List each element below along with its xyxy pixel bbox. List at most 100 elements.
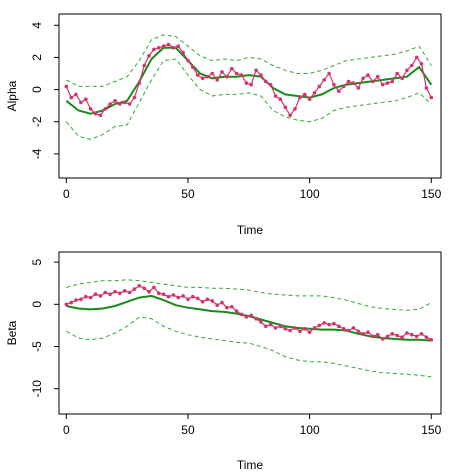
alpha-y-axis-label: Alpha xyxy=(5,80,19,111)
alpha-observed-point xyxy=(298,95,302,100)
beta-observed-point xyxy=(390,332,395,336)
beta-observed-point xyxy=(264,324,268,329)
beta-observed-point xyxy=(98,294,103,298)
alpha-observed-point xyxy=(118,102,122,106)
beta-y-tick-label: 5 xyxy=(30,258,44,265)
alpha-observed-point xyxy=(137,81,142,85)
beta-observed-point xyxy=(74,298,78,302)
alpha-observed-point xyxy=(283,105,288,110)
beta-x-tick-label: 100 xyxy=(300,423,320,437)
beta-x-axis-label: Time xyxy=(237,458,264,472)
alpha-observed-point xyxy=(307,97,312,101)
alpha-observed-point xyxy=(113,99,117,103)
alpha-observed-point xyxy=(327,71,331,76)
alpha-observed-point xyxy=(210,71,215,76)
alpha-observed-point xyxy=(375,74,380,79)
beta-observed-point xyxy=(118,291,122,296)
beta-observed-point xyxy=(298,329,302,334)
beta-observed-point xyxy=(215,303,219,308)
alpha-observed-point xyxy=(332,82,336,87)
alpha-x-tick-label: 0 xyxy=(63,187,70,201)
beta-observed-point xyxy=(293,326,297,330)
alpha-observed-point xyxy=(64,84,69,89)
beta-observed-point xyxy=(186,297,190,302)
beta-y-tick-label: 0 xyxy=(30,301,44,308)
alpha-y-tick-label: -2 xyxy=(30,116,44,127)
alpha-observed-point xyxy=(337,89,341,93)
beta-observed-point xyxy=(79,297,83,302)
beta-observed-point xyxy=(103,290,107,295)
beta-observed-point xyxy=(176,295,180,300)
beta-observed-point xyxy=(210,299,215,303)
alpha-observed-point xyxy=(234,71,239,76)
alpha-observed-point xyxy=(429,95,434,100)
beta-observed-point xyxy=(157,291,161,296)
beta-observed-point xyxy=(346,328,351,333)
alpha-observed-point xyxy=(108,102,112,106)
beta-observed-point xyxy=(337,324,341,329)
alpha-observed-point xyxy=(142,63,146,68)
beta-observed-point xyxy=(195,296,200,301)
alpha-x-axis: 0 50 100 150 xyxy=(63,178,442,201)
alpha-observed-point xyxy=(424,86,429,90)
alpha-observed-point xyxy=(161,44,166,48)
beta-observed-point xyxy=(152,285,156,290)
alpha-y-tick-label: 2 xyxy=(30,54,44,61)
beta-observed-layer xyxy=(64,284,434,342)
beta-observed-point xyxy=(142,286,146,291)
beta-observed-point xyxy=(191,294,195,299)
beta-observed-point xyxy=(113,289,117,294)
beta-observed-point xyxy=(200,300,205,304)
alpha-observed-point xyxy=(74,92,78,97)
alpha-observed-point xyxy=(191,65,195,69)
beta-observed-point xyxy=(410,332,414,337)
alpha-observed-point xyxy=(259,73,263,77)
beta-x-tick-label: 150 xyxy=(421,423,441,437)
beta-observed-point xyxy=(341,327,346,331)
alpha-x-tick-label: 100 xyxy=(300,187,320,201)
alpha-observed-point xyxy=(205,74,210,79)
alpha-observed-point xyxy=(288,113,292,118)
alpha-observed-point xyxy=(79,100,83,105)
beta-observed-point xyxy=(429,338,434,342)
beta-observed-point xyxy=(371,334,375,339)
alpha-observed-point xyxy=(371,79,375,84)
beta-observed-point xyxy=(132,287,137,291)
alpha-observed-point xyxy=(322,78,327,82)
alpha-observed-point xyxy=(273,94,278,98)
beta-observed-point xyxy=(302,327,307,331)
alpha-observed-point xyxy=(230,66,234,71)
alpha-observed-point xyxy=(88,107,93,111)
alpha-observed-line xyxy=(65,43,432,117)
beta-observed-point xyxy=(278,324,283,329)
alpha-observed-point xyxy=(103,107,107,111)
alpha-panel: 0 50 100 150 -4 -2 0 2 4 Time Alpha xyxy=(5,13,442,237)
beta-observed-point xyxy=(93,292,98,297)
beta-observed-point xyxy=(414,334,419,339)
alpha-observed-point xyxy=(361,76,365,81)
alpha-observed-point xyxy=(302,92,307,97)
alpha-observed-point xyxy=(127,102,132,106)
alpha-observed-point xyxy=(268,82,273,87)
alpha-observed-point xyxy=(239,73,244,77)
beta-y-axis: -10 -5 0 5 xyxy=(30,258,59,397)
beta-observed-point xyxy=(273,326,278,330)
beta-observed-point xyxy=(259,320,263,324)
beta-observed-point xyxy=(171,293,176,297)
beta-observed-line xyxy=(66,285,432,341)
alpha-observed-point xyxy=(385,81,390,85)
beta-observed-point xyxy=(161,292,166,297)
alpha-observed-point xyxy=(346,79,351,84)
alpha-observed-point xyxy=(122,100,127,105)
alpha-observed-point xyxy=(152,47,156,52)
alpha-smooth-layer xyxy=(65,46,433,115)
alpha-lower-band-line xyxy=(65,58,432,140)
beta-observed-point xyxy=(220,300,224,305)
beta-observed-point xyxy=(122,289,127,293)
alpha-observed-point xyxy=(312,91,317,95)
alpha-observed-layer xyxy=(64,42,434,118)
alpha-x-tick-label: 150 xyxy=(421,187,441,201)
alpha-observed-point xyxy=(200,76,205,81)
alpha-observed-point xyxy=(254,68,258,73)
alpha-observed-point xyxy=(84,97,88,101)
